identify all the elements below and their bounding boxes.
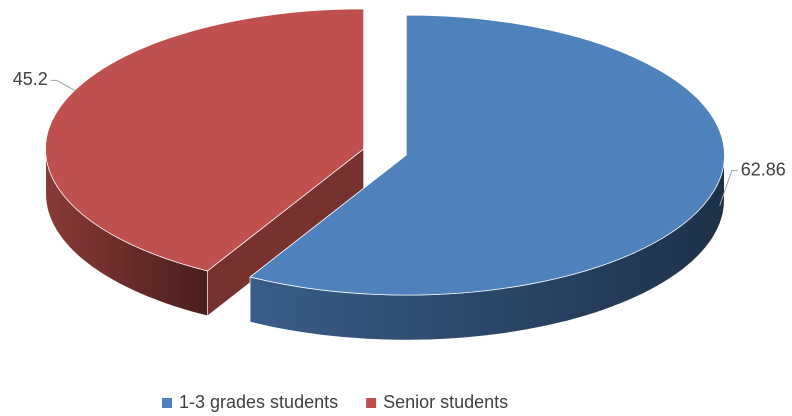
legend-swatch bbox=[366, 398, 377, 408]
plot-area: 62.86 45.2 bbox=[13, 8, 786, 341]
slice bbox=[249, 14, 725, 341]
leader-line bbox=[719, 170, 738, 206]
slice-top bbox=[45, 8, 365, 272]
data-label: 62.86 bbox=[741, 159, 786, 179]
legend: 1-3 grades students Senior students bbox=[162, 392, 508, 412]
slice-top bbox=[249, 14, 725, 296]
data-label: 45.2 bbox=[13, 69, 48, 89]
legend-label: 1-3 grades students bbox=[179, 392, 338, 412]
legend-label: Senior students bbox=[383, 392, 508, 412]
legend-swatch bbox=[162, 398, 172, 408]
leader-line bbox=[50, 79, 76, 91]
slice bbox=[45, 8, 365, 317]
